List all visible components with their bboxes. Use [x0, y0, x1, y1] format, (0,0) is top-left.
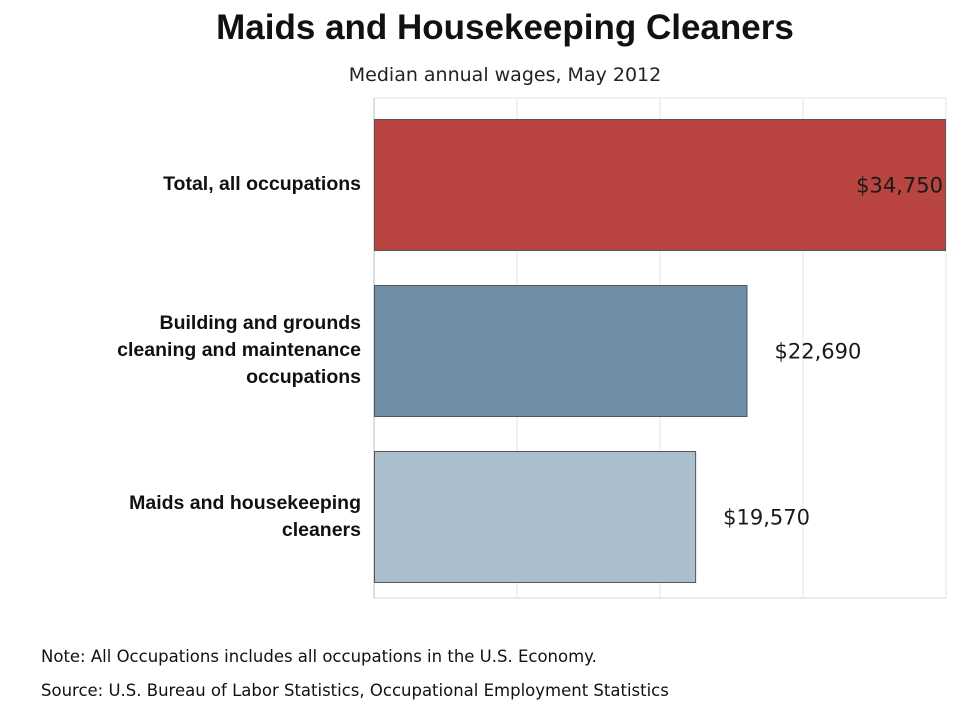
- chart-title: Maids and Housekeeping Cleaners: [216, 8, 794, 47]
- bar-0: [374, 119, 946, 251]
- bar-2: [374, 451, 697, 583]
- category-label-line: cleaners: [281, 518, 361, 541]
- bar-1: [374, 285, 748, 417]
- category-label-2: Maids and housekeeping cleaners: [10, 490, 361, 544]
- category-label-line: Total, all occupations: [163, 173, 361, 195]
- value-label-2: $19,570: [723, 506, 810, 530]
- value-label-1: $22,690: [774, 340, 861, 364]
- category-label-line: occupations: [246, 366, 361, 388]
- category-label-line: Maids and housekeeping: [129, 491, 361, 514]
- chart-subtitle: Median annual wages, May 2012: [348, 64, 662, 86]
- chart-source: Source: U.S. Bureau of Labor Statistics,…: [41, 681, 669, 700]
- category-label-line: cleaning and maintenance: [117, 339, 361, 361]
- category-label-line: Building and grounds: [159, 312, 361, 334]
- category-label-1: Building and grounds cleaning and mainten…: [10, 310, 361, 391]
- category-label-0: Total, all occupations: [10, 171, 361, 198]
- value-label-0: $34,750: [856, 174, 943, 198]
- chart-note: Note: All Occupations includes all occup…: [41, 647, 597, 666]
